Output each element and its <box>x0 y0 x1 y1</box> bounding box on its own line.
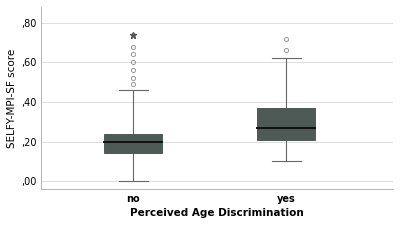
FancyBboxPatch shape <box>104 134 162 153</box>
Y-axis label: SELFY-MPI-SF score: SELFY-MPI-SF score <box>7 48 17 148</box>
FancyBboxPatch shape <box>257 108 315 140</box>
X-axis label: Perceived Age Discrimination: Perceived Age Discrimination <box>130 208 304 218</box>
